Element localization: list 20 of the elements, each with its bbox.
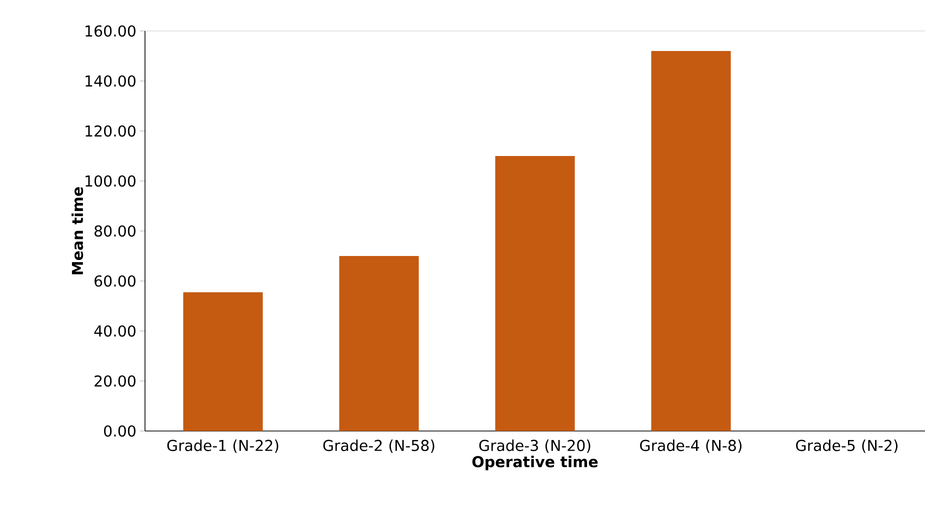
x-tick-label: Grade-4 (N-8)	[640, 440, 742, 453]
y-tick-label: 100.00	[86, 175, 136, 187]
y-tick-label: 160.00	[86, 25, 136, 37]
x-tick-label: Grade-1 (N-22)	[167, 440, 278, 453]
y-tick-label: 20.00	[94, 375, 136, 387]
x-tick-label: Grade-5 (N-2)	[796, 440, 898, 453]
y-tick-label: 40.00	[94, 325, 136, 337]
y-tick-label: 0.00	[104, 425, 136, 437]
y-tick-label: 60.00	[94, 275, 136, 287]
y-tick-label: 120.00	[86, 125, 136, 137]
x-axis-title: Operative time	[472, 456, 598, 470]
y-tick-label: 140.00	[86, 75, 136, 87]
bar	[339, 256, 419, 431]
bar	[651, 50, 731, 431]
y-tick-label: 80.00	[94, 225, 136, 237]
bar	[183, 292, 263, 431]
y-axis-title: Mean time	[72, 187, 84, 274]
bar	[495, 156, 575, 431]
x-tick-label: Grade-2 (N-58)	[323, 440, 434, 453]
x-tick-label: Grade-3 (N-20)	[479, 440, 590, 453]
